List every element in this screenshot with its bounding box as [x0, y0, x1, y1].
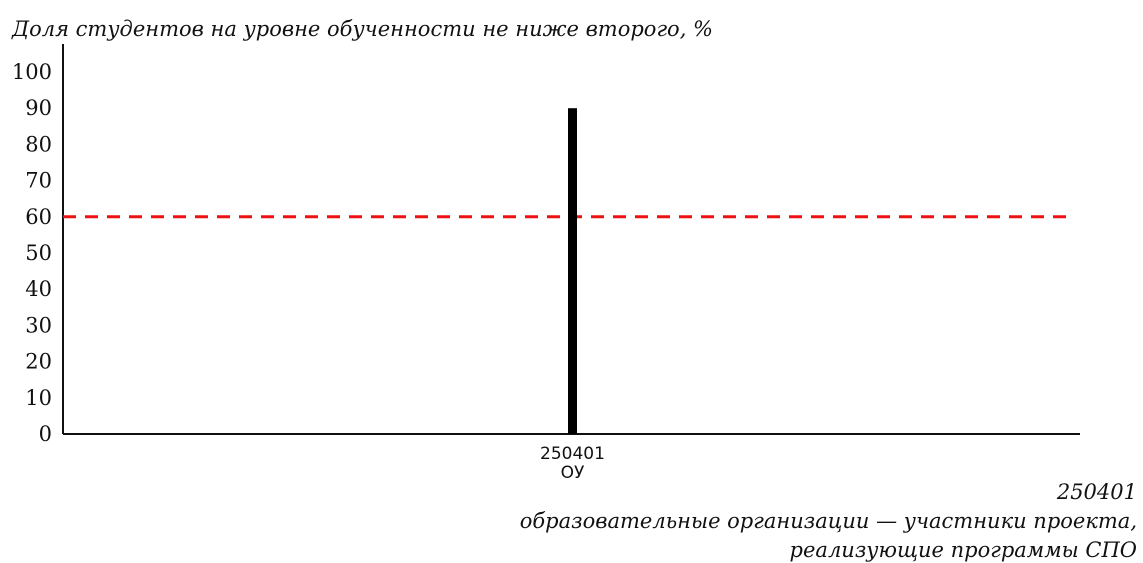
x-note-line-1: образовательные организации — участники … — [520, 509, 1137, 533]
y-tick-label: 10 — [25, 386, 52, 410]
y-tick-label: 30 — [25, 313, 52, 337]
x-note-code: 250401 — [1056, 480, 1137, 504]
y-tick-label: 20 — [25, 350, 52, 374]
x-tick-sublabel: ОУ — [561, 463, 585, 483]
y-tick-label: 0 — [39, 422, 52, 446]
y-tick-label: 70 — [25, 169, 52, 193]
y-tick-label: 50 — [25, 241, 52, 265]
bar — [568, 108, 577, 434]
bars — [568, 108, 577, 434]
y-tick-label: 40 — [25, 277, 52, 301]
y-axis-title: Доля студентов на уровне обученности не … — [11, 17, 713, 41]
y-tick-label: 60 — [25, 205, 52, 229]
x-note-line-2: реализующие программы СПО — [790, 538, 1137, 562]
y-axis-ticks: 0 10 20 30 40 50 60 70 80 90 100 — [12, 60, 52, 446]
y-tick-label: 90 — [25, 96, 52, 120]
y-tick-label: 80 — [25, 132, 52, 156]
y-tick-label: 100 — [12, 60, 52, 84]
x-tick-label: 250401 — [540, 444, 605, 464]
